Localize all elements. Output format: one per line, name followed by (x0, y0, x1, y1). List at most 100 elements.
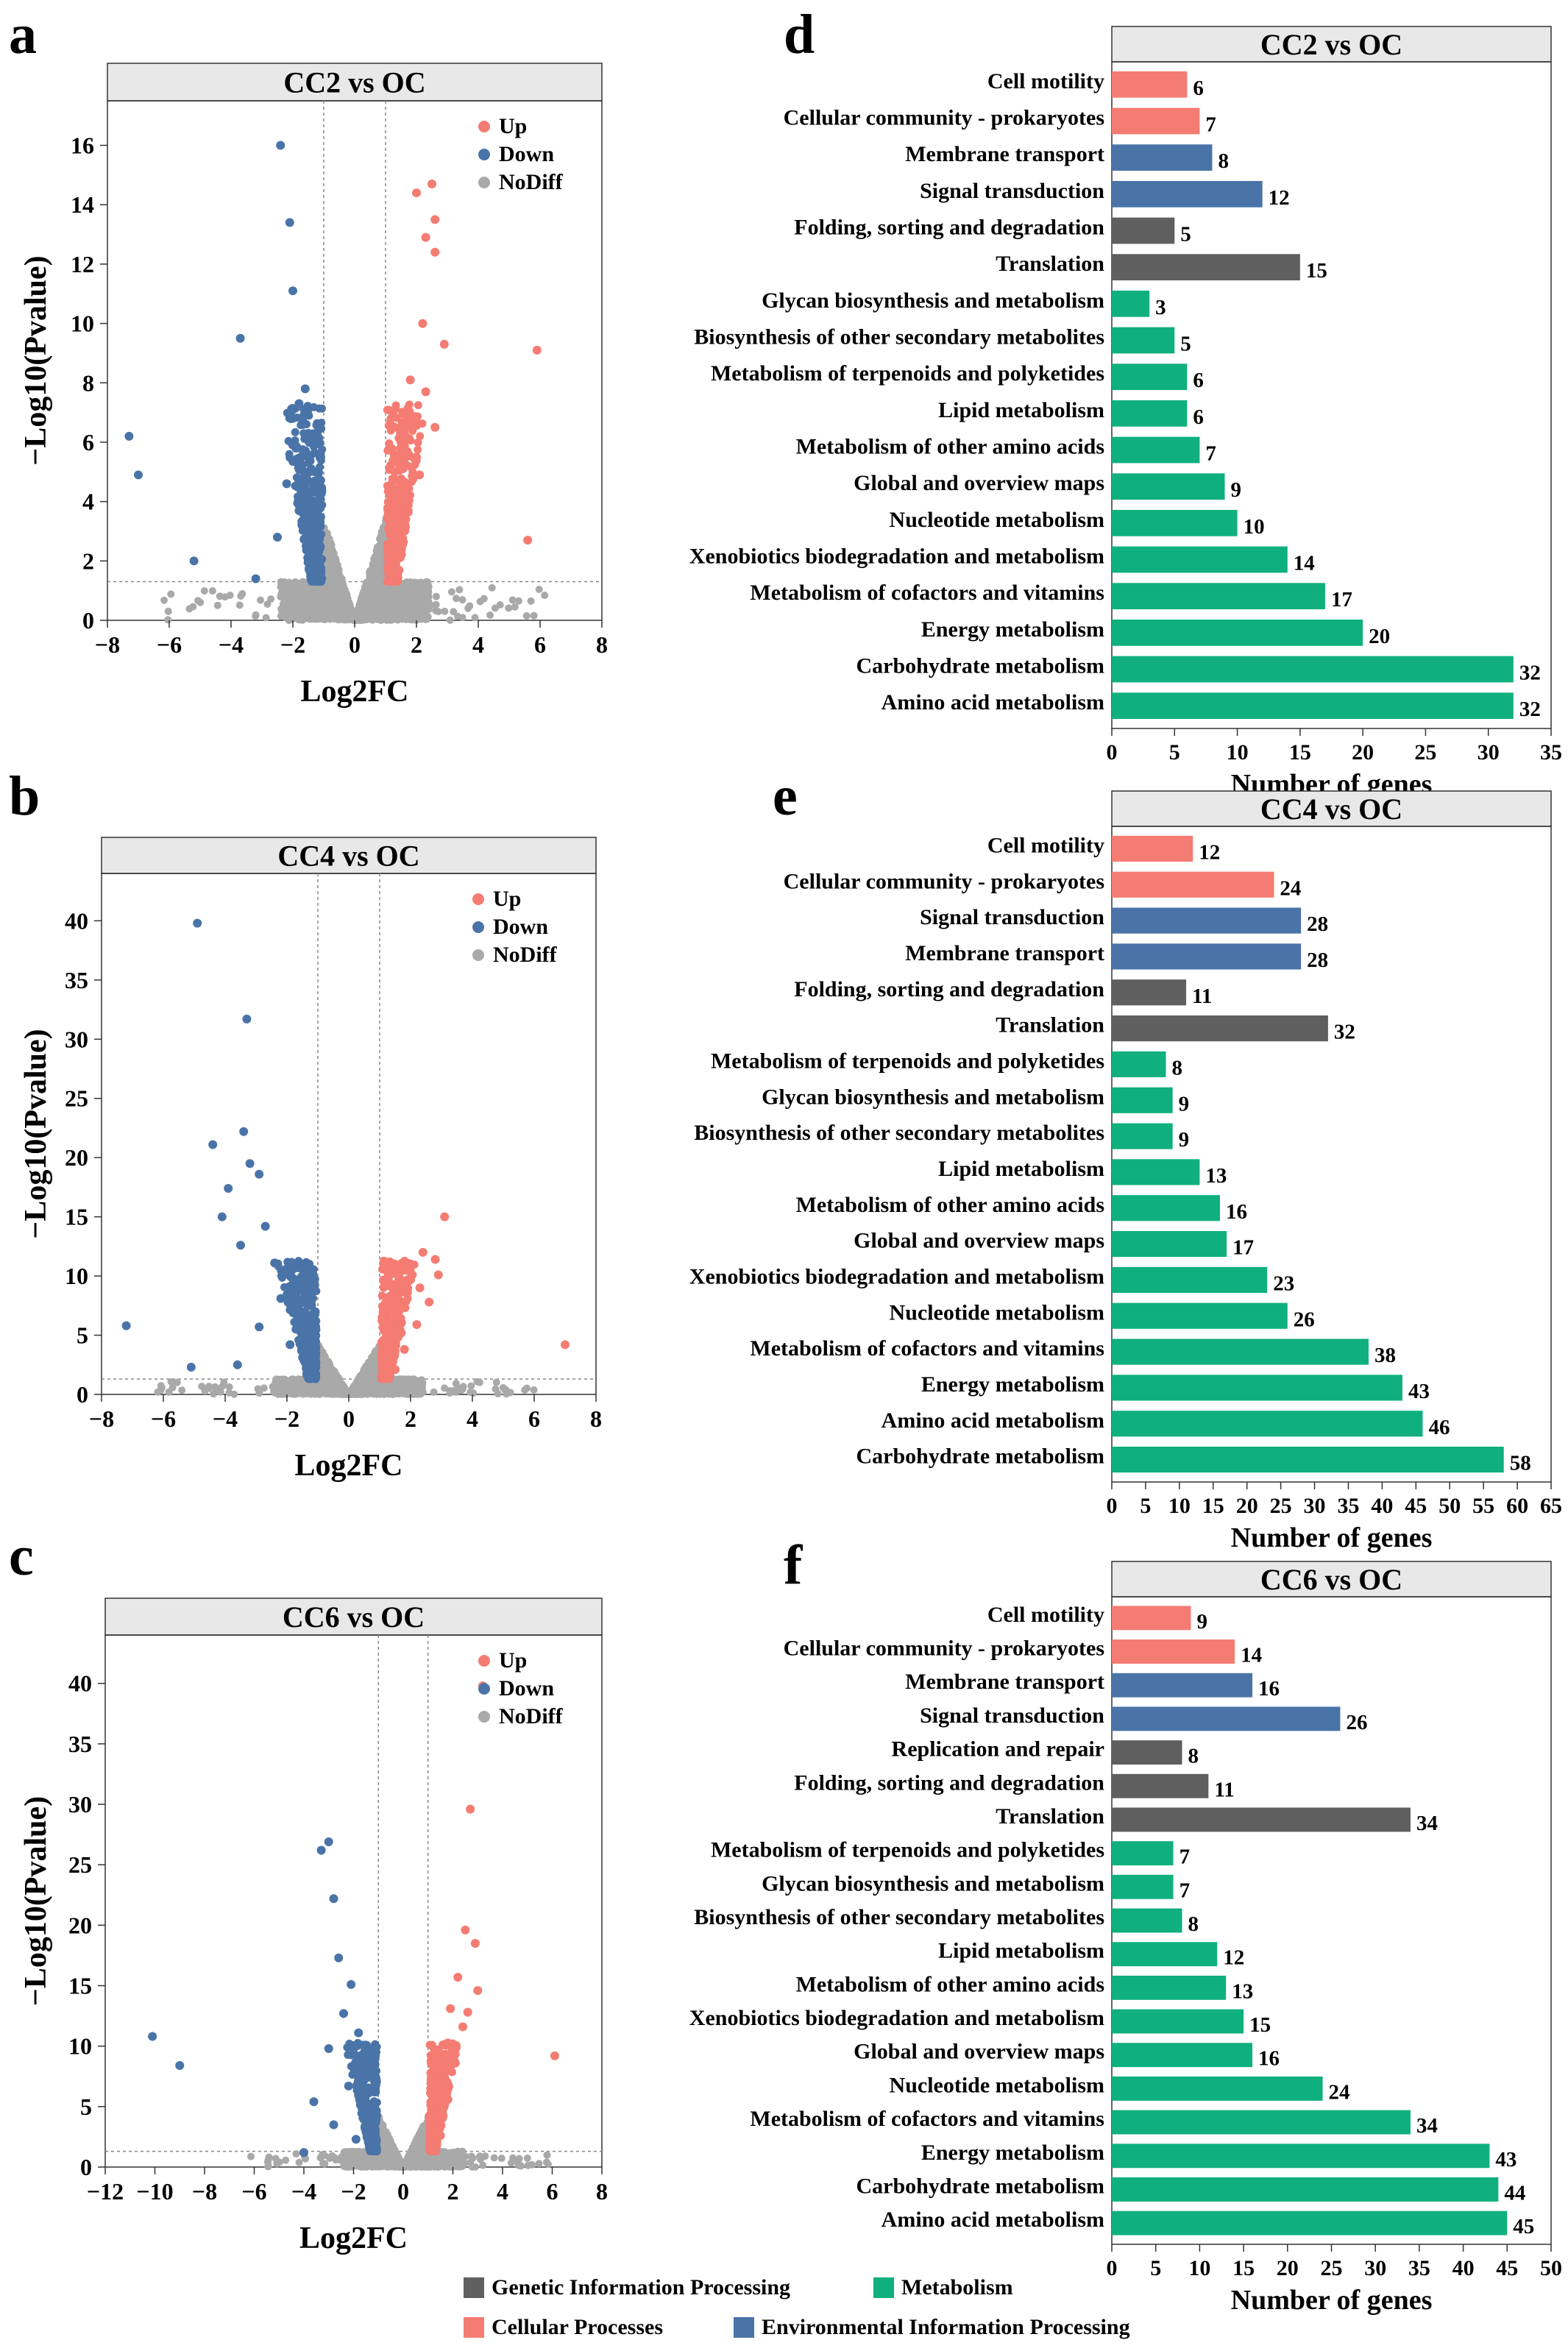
down-point (282, 479, 291, 489)
down-cluster-point (291, 481, 299, 490)
nodiff-point (476, 597, 484, 606)
up-cluster-point (383, 446, 392, 455)
panel-title: CC4 vs OC (277, 840, 419, 873)
nodiff-point (252, 611, 260, 619)
nodiff-point (419, 609, 428, 617)
down-cluster-point (303, 402, 312, 411)
nodiff-cloud-point (324, 597, 333, 605)
nodiff-cloud-point (330, 550, 338, 558)
nodiff-cloud-point (366, 567, 374, 575)
y-tick-label: 6 (82, 429, 94, 455)
down-point (300, 491, 310, 500)
nodiff-point (288, 590, 297, 598)
nodiff-point (167, 590, 175, 598)
nodiff-cloud-point (332, 1377, 340, 1386)
down-cluster-point (299, 509, 308, 518)
down-point (124, 431, 134, 441)
up-point (428, 179, 436, 188)
nodiff-point (280, 584, 288, 592)
x-tick-label: 2 (411, 631, 422, 658)
down-point (288, 286, 297, 296)
up-point (430, 215, 440, 224)
down-point (294, 399, 304, 408)
panel-title-strip (107, 63, 603, 102)
down-point (134, 470, 143, 480)
nodiff-cloud-point (369, 1377, 377, 1386)
up-cluster-point (393, 459, 402, 468)
nodiff-cloud-point (316, 597, 324, 606)
x-tick-label: 4 (472, 631, 484, 658)
nodiff-point (235, 601, 244, 609)
up-cluster-point (383, 510, 392, 519)
down-cluster-point (305, 560, 313, 569)
nodiff-point (164, 607, 172, 615)
panel-letter: b (9, 765, 40, 827)
x-tick-label: −8 (95, 631, 120, 658)
nodiff-cloud-point (402, 616, 411, 624)
up-point (418, 319, 428, 328)
up-point (430, 422, 440, 432)
nodiff-cloud-point (374, 561, 382, 569)
up-cluster-point (406, 436, 415, 445)
legend-marker (478, 149, 490, 160)
nodiff-cloud-point (304, 600, 312, 609)
up-cluster-point (401, 462, 410, 471)
up-cluster-point (408, 426, 417, 435)
nodiff-cloud-point (401, 597, 409, 605)
nodiff-point (441, 607, 449, 615)
up-cluster-point (386, 414, 395, 423)
legend-label: NoDiff (499, 170, 564, 194)
nodiff-cloud-point (336, 578, 344, 586)
legend-marker (478, 121, 490, 132)
x-tick-label: 6 (534, 631, 546, 658)
nodiff-cloud-point (353, 614, 361, 622)
nodiff-point (527, 597, 535, 605)
up-point (439, 339, 449, 349)
down-cluster-point (316, 456, 325, 465)
nodiff-cloud-point (365, 602, 373, 610)
up-cluster-point (395, 475, 404, 484)
nodiff-point (530, 611, 538, 620)
nodiff-point (185, 605, 194, 613)
y-tick-label: 4 (82, 489, 94, 515)
up-point (430, 247, 440, 257)
down-point (273, 533, 282, 542)
up-point (523, 536, 533, 545)
y-tick-label: 0 (82, 607, 94, 634)
x-tick-label: −4 (219, 631, 244, 658)
nodiff-point (164, 616, 172, 624)
down-cluster-point (291, 457, 299, 466)
down-point (288, 414, 297, 423)
down-cluster-point (302, 479, 311, 488)
nodiff-cloud-point (386, 592, 394, 600)
down-cluster-point (316, 532, 324, 541)
down-cluster-point (291, 428, 299, 436)
down-point (291, 444, 301, 453)
up-point (415, 470, 425, 480)
legend-label: Up (499, 114, 527, 138)
nodiff-point (466, 602, 474, 610)
nodiff-cloud-point (288, 606, 296, 614)
nodiff-point (432, 592, 440, 600)
down-cluster-point (309, 482, 318, 491)
up-cluster-point (392, 517, 401, 526)
up-cluster-point (397, 430, 405, 439)
nodiff-point (458, 614, 467, 622)
nodiff-cloud-point (358, 1389, 366, 1397)
down-point (235, 333, 245, 343)
nodiff-cloud-point (336, 614, 344, 622)
nodiff-point (200, 586, 208, 595)
down-cluster-point (314, 552, 323, 561)
down-point (313, 506, 322, 515)
up-cluster-point (414, 401, 422, 410)
nodiff-cloud-point (319, 589, 327, 597)
nodiff-cloud-point (337, 598, 345, 606)
up-cluster-point (391, 404, 400, 413)
down-point (310, 539, 319, 548)
nodiff-point (488, 584, 496, 592)
y-tick-label: 14 (71, 191, 94, 218)
down-cluster-point (301, 471, 310, 480)
nodiff-point (262, 614, 270, 622)
up-cluster-point (386, 528, 395, 536)
nodiff-point (267, 595, 275, 603)
